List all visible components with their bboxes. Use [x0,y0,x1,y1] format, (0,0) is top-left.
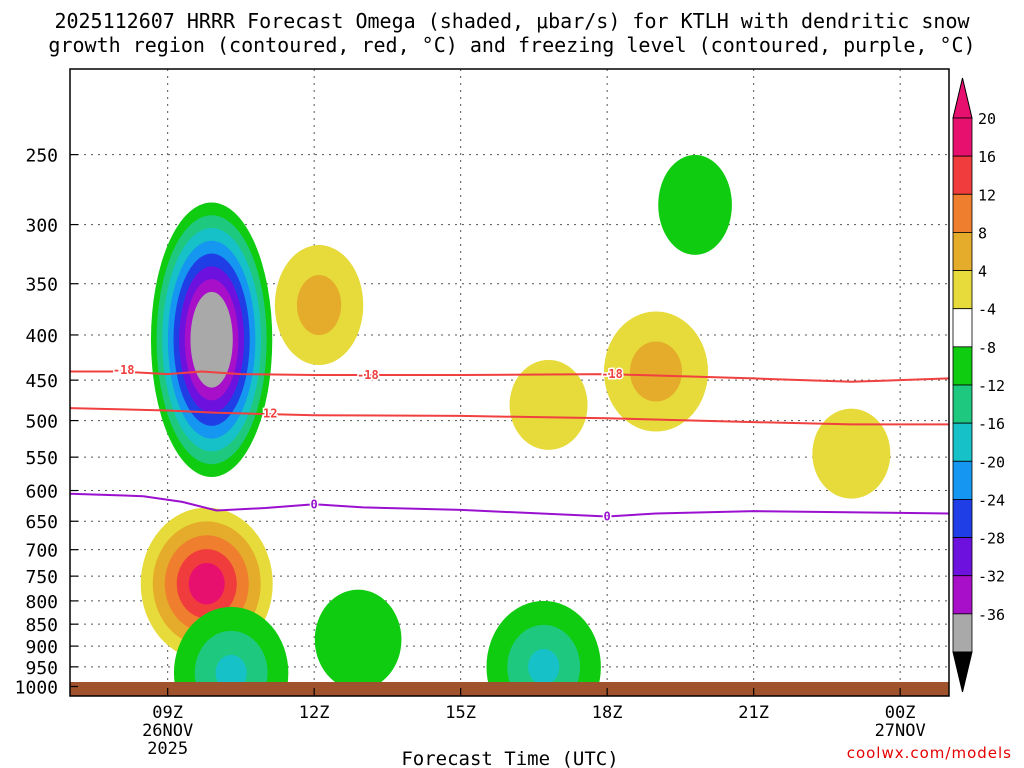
colorbar-label--8: -8 [978,339,996,357]
x-axis-label: Forecast Time (UTC) [401,748,618,768]
y-tick-label-1000: 1000 [15,678,58,699]
colorbar-bin--24 [952,499,973,538]
x-tick-date-26NOV: 26NOV [142,721,193,741]
contour-dgz-minus12 [70,407,949,426]
omega-level-4 [509,359,588,450]
y-tick-label-750: 750 [25,567,58,588]
colorbar-label--16: -16 [978,415,1005,433]
colorbar-bin--12 [952,384,973,424]
colorbar-bin-8 [952,232,973,271]
colorbar-label-20: 20 [978,110,996,128]
colorbar-bottom-arrow [952,651,973,693]
contour-label-0: -18 [113,363,135,377]
omega-feature-rising-low-sfc-10z [173,606,289,696]
y-tick-label-950: 950 [25,658,58,679]
omega-feature-sinking-23z [812,408,891,499]
y-tick-label-650: 650 [25,512,58,533]
colorbar-label-8: 8 [978,224,987,242]
colorbar-label-16: 16 [978,148,996,166]
omega-level--36 [196,304,228,375]
omega-feature-rising-low-12z-14z [314,589,402,690]
y-tick-label-450: 450 [25,371,58,392]
contour-label-4: 0 [311,497,318,511]
colorbar-bin-4 [952,270,973,310]
x-tick-label-12Z: 12Z [299,703,330,723]
colorbar-bin--32 [952,575,973,615]
colorbar-bin--8 [952,346,973,386]
colorbar-label--24: -24 [978,491,1005,509]
x-tick-date-27NOV: 27NOV [875,721,926,741]
credit-link[interactable]: coolwx.com/models [846,744,1012,762]
chart-title-line-1: 2025112607 HRRR Forecast Omega (shaded, … [54,9,970,33]
omega-level--4 [314,589,402,690]
y-tick-label-850: 850 [25,615,58,636]
x-tick-year-2025: 2025 [147,739,188,759]
axes: 2503003504004505005506006507007508008509… [15,146,926,759]
y-tick-label-600: 600 [25,482,58,503]
omega-level-8 [630,341,682,402]
contour-freezing-level [70,492,949,518]
contour-label-1: -18 [357,368,379,382]
y-tick-label-400: 400 [25,326,58,347]
colorbar-label--12: -12 [978,377,1005,395]
colorbar-bin-12 [952,193,973,233]
ground-bar [70,682,949,696]
omega-field [140,154,891,696]
x-tick-label-15Z: 15Z [445,703,476,723]
contour-dgz-minus18 [70,370,949,383]
contour-label-3: 12 [263,407,277,421]
y-tick-label-250: 250 [25,146,58,167]
colorbar-top-arrow [952,77,973,119]
plot-frame [69,68,950,697]
omega-feature-upward-core-upper [150,202,273,477]
omega-level-8 [296,275,342,336]
contour-label-5: 0 [604,509,611,523]
colorbar-label--20: -20 [978,453,1005,471]
x-tick-label-18Z: 18Z [592,703,623,723]
colorbar-bin--36 [952,613,973,653]
colorbar-label--28: -28 [978,530,1005,548]
omega-level--12 [215,654,247,691]
omega-level-20 [188,562,225,605]
colorbar: 20 16 12 8 4 -4 -8 -12 -16 -20 -24 -28 -32 -36 [952,77,1005,693]
y-tick-label-300: 300 [25,216,58,237]
colorbar-bin--20 [952,460,973,500]
contour-label-2: -18 [601,367,623,381]
omega-feature-sinking-upper-12z [274,245,364,366]
y-tick-label-800: 800 [25,592,58,613]
chart-title-line-2: growth region (contoured, red, °C) and f… [48,33,976,57]
contour-lines: -18 -18 -18 12 0 0 [70,361,949,525]
y-tick-label-500: 500 [25,412,58,433]
colorbar-bin--16 [952,422,973,462]
omega-level-4 [812,408,891,499]
colorbar-bin-16 [952,155,973,195]
omega-feature-sinking-18z-19z [604,311,708,432]
x-tick-label-00Z: 00Z [885,703,916,723]
colorbar-label--4: -4 [978,301,996,319]
omega-level--4 [658,154,732,255]
y-tick-label-700: 700 [25,541,58,562]
colorbar-label-4: 4 [978,263,987,281]
omega-feature-rising-upper-18z-21z [658,154,732,255]
colorbar-label--32: -32 [978,568,1005,586]
y-tick-label-550: 550 [25,448,58,469]
colorbar-bin-20 [952,117,973,157]
omega-level--12 [528,648,560,685]
x-tick-label-21Z: 21Z [738,703,769,723]
x-tick-label-09Z: 09Z [152,703,183,723]
y-tick-label-900: 900 [25,637,58,658]
y-tick-label-350: 350 [25,275,58,296]
colorbar-label-12: 12 [978,186,996,204]
colorbar-bin--4 [952,308,973,348]
colorbar-label--36: -36 [978,606,1005,624]
omega-feature-sinking-mid-15z-18z [509,359,588,450]
colorbar-bin--28 [952,537,973,577]
omega-feature-rising-low-17z [486,600,601,696]
